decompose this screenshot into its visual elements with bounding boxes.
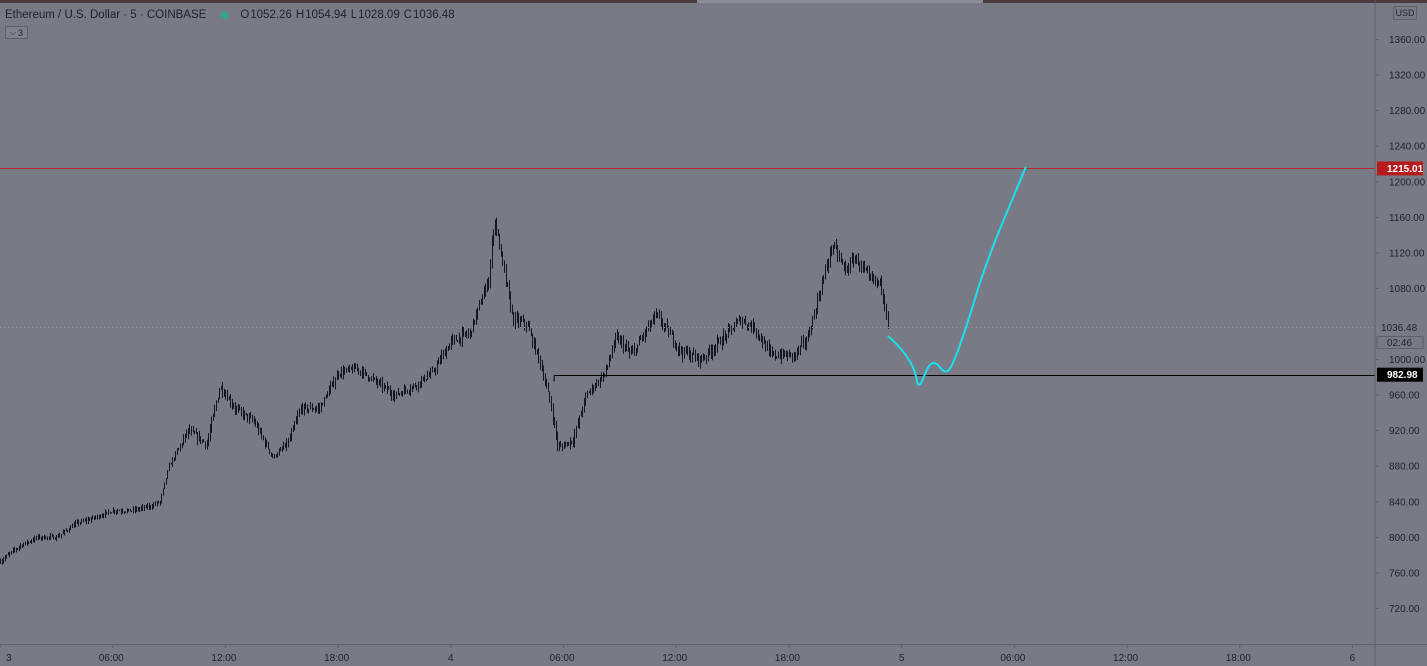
- support-price-label: 982.98: [1387, 370, 1418, 381]
- projection-path[interactable]: [887, 166, 1027, 386]
- price-axis: 1360.00 1320.00 1280.00 1240.00 1200.00 1160.…: [1374, 0, 1426, 666]
- chevron-down-icon: ⌵: [9, 27, 17, 37]
- time-tick-label: 12:00: [211, 653, 236, 664]
- time-tick-label: 18:00: [324, 653, 349, 664]
- time-tick-label: 12:00: [662, 653, 687, 664]
- time-tick-label: 06:00: [550, 653, 575, 664]
- price-tick-label: 880.00: [1389, 462, 1420, 473]
- top-tab-handle[interactable]: [697, 0, 983, 3]
- time-tick-label: 4: [448, 653, 454, 664]
- indicators-count: 3: [18, 27, 24, 38]
- price-tick-label: 840.00: [1389, 497, 1420, 508]
- symbol-title[interactable]: Ethereum / U.S. Dollar · 5 · COINBASE: [5, 9, 207, 21]
- price-tick-label: 1200.00: [1389, 177, 1426, 188]
- currency-button[interactable]: USD: [1393, 6, 1417, 20]
- current-price-badge: [1377, 320, 1423, 335]
- time-tick-label: 06:00: [99, 653, 124, 664]
- price-tick-label: 1000.00: [1389, 355, 1426, 366]
- time-tick-label: 06:00: [1000, 653, 1025, 664]
- open-value: O1052.26: [240, 9, 292, 21]
- high-value: H1054.94: [295, 9, 347, 21]
- price-tick-label: 1120.00: [1389, 248, 1425, 259]
- price-tick-label: 1320.00: [1389, 71, 1426, 82]
- low-value: L1028.09: [350, 9, 400, 21]
- indicators-toggle-button[interactable]: ⌵ 3: [5, 26, 28, 39]
- market-status-dot-icon: [221, 11, 229, 19]
- price-tick-label: 1360.00: [1389, 35, 1426, 46]
- resistance-price-badge[interactable]: [1377, 161, 1423, 176]
- price-tick-label: 800.00: [1389, 533, 1420, 544]
- price-tick-label: 720.00: [1389, 604, 1420, 615]
- close-value: C1036.48: [403, 9, 455, 21]
- time-tick-label: 6: [1350, 653, 1356, 664]
- support-price-badge[interactable]: [1377, 367, 1423, 382]
- price-tick-label: 760.00: [1389, 568, 1420, 579]
- time-tick-label: 12:00: [1113, 653, 1138, 664]
- price-tick-label: 1280.00: [1389, 106, 1426, 117]
- price-tick-label: 1160.00: [1389, 213, 1425, 224]
- time-axis: 3 06:00 12:00 18:00 4 06:00 12:00 18:00 5 06:00 12…: [0, 644, 1427, 664]
- price-tick-label: 1080.00: [1389, 284, 1426, 295]
- plot-area: [0, 166, 1375, 565]
- current-price-label: 1036.48: [1381, 323, 1418, 334]
- top-window-bar: [0, 0, 1427, 3]
- time-tick-label: 3: [6, 653, 12, 664]
- price-tick-label: 920.00: [1389, 426, 1420, 437]
- price-tick-label: 960.00: [1389, 391, 1420, 402]
- time-tick-label: 18:00: [775, 653, 800, 664]
- price-tick-label: 1240.00: [1389, 142, 1426, 153]
- time-tick-label: 5: [899, 653, 905, 664]
- time-tick-label: 18:00: [1226, 653, 1251, 664]
- countdown-badge: [1376, 336, 1424, 349]
- resistance-price-label: 1215.01: [1387, 164, 1424, 175]
- countdown-label: 02:46: [1387, 338, 1412, 349]
- legend-header: Ethereum / U.S. Dollar · 5 · COINBASE O1…: [5, 6, 459, 24]
- candles-group: [0, 217, 889, 565]
